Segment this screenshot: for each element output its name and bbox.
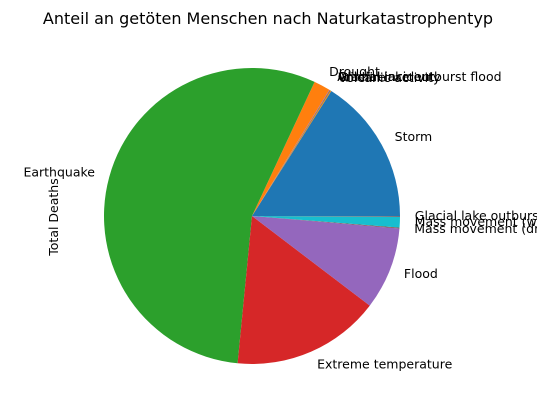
pie-slice bbox=[252, 91, 401, 216]
chart-title: Anteil an getöten Menschen nach Naturkat… bbox=[43, 9, 493, 28]
slice-label: Drought bbox=[329, 64, 380, 79]
slice-label: Volcanic activity bbox=[339, 70, 441, 85]
slice-label: Earthquake bbox=[23, 165, 95, 180]
pie-slice bbox=[104, 67, 315, 364]
pie-slice bbox=[252, 90, 331, 216]
slice-label: Animal incident bbox=[337, 69, 435, 84]
pie-slices bbox=[104, 67, 401, 364]
slice-label: Extreme temperature bbox=[317, 357, 452, 372]
pie-slice bbox=[252, 216, 400, 306]
y-axis-label: Total Deaths bbox=[46, 178, 61, 256]
slice-label: Glacial lake outburst flood bbox=[415, 208, 537, 223]
pie-slice bbox=[252, 90, 332, 216]
pie-slice bbox=[237, 216, 370, 364]
pie-slice bbox=[252, 90, 331, 216]
slice-label: Mass movement (dry) bbox=[414, 221, 537, 236]
slice-label: Flood bbox=[404, 266, 438, 281]
pie-slice bbox=[252, 216, 400, 229]
slice-label: Glacial lake outburst flood bbox=[338, 69, 502, 84]
pie-slice bbox=[252, 216, 400, 228]
slice-label: Wildfire bbox=[338, 69, 386, 84]
pie-slice bbox=[252, 81, 330, 216]
slice-label: Mass movement (wet) bbox=[415, 214, 537, 229]
slice-label: Storm bbox=[395, 129, 433, 144]
pie-slice bbox=[252, 89, 330, 216]
